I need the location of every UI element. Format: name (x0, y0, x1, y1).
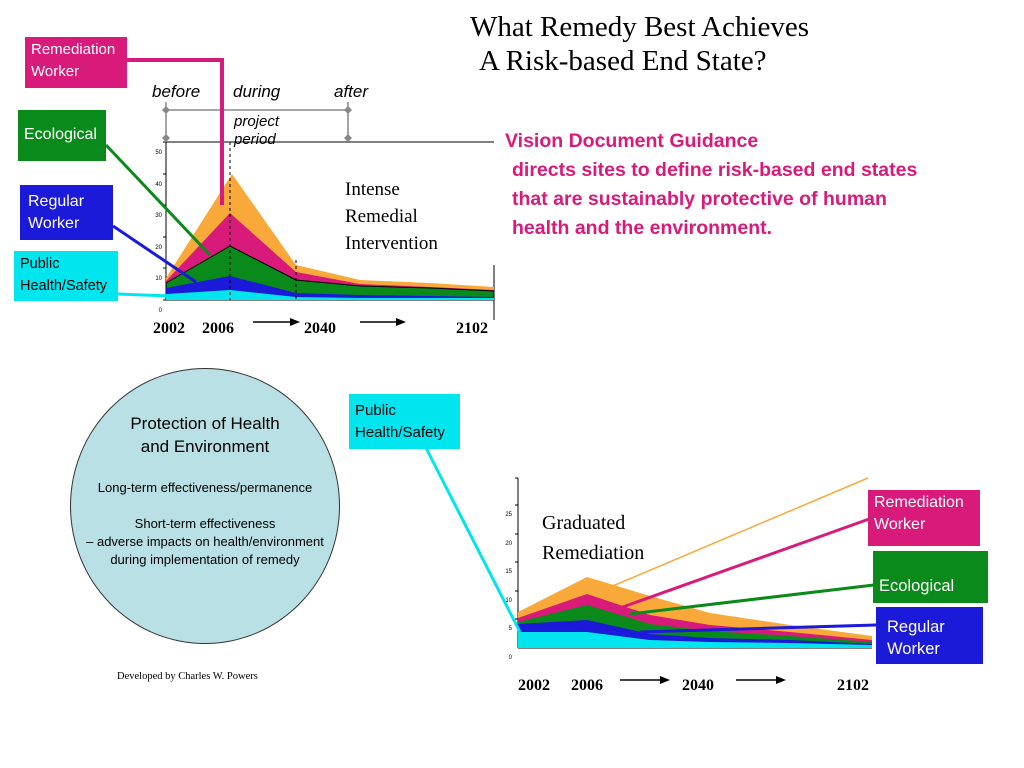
legend-ecological-top: Ecological (18, 110, 106, 161)
top-y-tick-labels: 50 40 30 20 10 0 (150, 138, 162, 328)
circle-item2-line3: during implementation of remedy (110, 552, 300, 567)
top-year-2002: 2002 (153, 320, 185, 337)
circle-item2-line2: – adverse impacts on health/environment (86, 534, 324, 549)
bottom-year-2006: 2006 (571, 677, 603, 694)
slide-title: What Remedy Best Achieves A Risk-based E… (470, 10, 809, 78)
legend-ecological-b-label: Ecological (879, 577, 955, 595)
y-tick: 25 (505, 512, 512, 518)
vision-line-2: directs sites to define risk-based end s… (512, 159, 918, 181)
top-leader-remediation (127, 58, 224, 205)
legend-public-line1: Public (20, 256, 60, 272)
bottom-leader-remediation (619, 516, 873, 610)
y-tick: 10 (155, 276, 162, 283)
top-year-2006: 2006 (202, 320, 234, 337)
y-tick: 50 (155, 150, 162, 156)
bottom-year-2002: 2002 (518, 677, 550, 694)
top-leader-ecological (104, 143, 212, 257)
protection-circle (70, 368, 340, 644)
bottom-leader-public (423, 445, 522, 633)
y-tick: 15 (505, 569, 512, 576)
y-tick: 0 (158, 307, 162, 314)
bottom-chart (423, 445, 877, 684)
legend-public-line2: Health/Safety (20, 278, 108, 294)
top-year-2102: 2102 (456, 320, 488, 337)
y-tick: 30 (155, 213, 162, 220)
bottom-leader-orange (607, 477, 869, 589)
bottom-y-tick-labels: 25 20 15 10 5 0 (500, 501, 512, 673)
y-tick: 20 (505, 540, 512, 547)
y-tick: 40 (155, 181, 162, 188)
circle-item2-line1: Short-term effectiveness (134, 516, 276, 531)
legend-regular-line1: Regular (28, 193, 85, 210)
legend-remediation-line2: Worker (31, 63, 80, 80)
top-leader-public (117, 292, 171, 298)
y-tick: 20 (155, 244, 162, 251)
annotation-graduated-remediation: Graduated Remediation (542, 508, 644, 568)
graduated-line2: Remediation (542, 542, 645, 564)
circle-item-short-term: Short-term effectiveness – adverse impac… (64, 515, 346, 569)
credit-text: Developed by Charles W. Powers (117, 671, 258, 682)
phase-during: during (233, 82, 281, 101)
legend-public-b-line1: Public (355, 402, 396, 419)
bottom-year-2102: 2102 (837, 677, 869, 694)
annotation-line1: Intense (345, 179, 400, 200)
legend-remediation-worker-top: Remediation Worker (25, 37, 127, 88)
bottom-year-2040: 2040 (682, 677, 714, 694)
bottom-area-public (518, 632, 872, 648)
title-line-1: What Remedy Best Achieves (470, 11, 810, 43)
circle-item-long-term: Long-term effectiveness/permanence (97, 480, 313, 495)
top-area-public (166, 290, 494, 300)
legend-regular-worker-bottom: Regular Worker (876, 607, 983, 664)
project-line1: project (234, 113, 280, 130)
legend-public-b-line2: Health/Safety (355, 424, 446, 441)
annotation-line2: Remedial (345, 206, 418, 227)
top-year-2040: 2040 (304, 320, 336, 337)
phase-before: before (152, 82, 201, 101)
phase-project-period: project period (234, 113, 279, 149)
annotation-intense-remedial: Intense Remedial Intervention (345, 176, 438, 257)
top-chart (104, 58, 495, 326)
vision-line-1: Vision Document Guidance (505, 130, 759, 152)
bottom-leader-regular (639, 623, 877, 634)
vision-line-3: that are sustainably protective of human (512, 188, 887, 210)
project-line2: period (234, 131, 276, 148)
top-leader-regular (112, 224, 197, 284)
annotation-line3: Intervention (345, 233, 438, 254)
y-tick: 0 (508, 654, 512, 661)
legend-ecological-label: Ecological (24, 126, 97, 143)
circle-heading: Protection of Health and Environment (70, 412, 340, 458)
y-tick: 5 (508, 626, 512, 633)
vision-line-4: health and the environment. (512, 217, 773, 239)
legend-remediation-worker-bottom: Remediation Worker (868, 490, 980, 546)
title-line-2: A Risk-based End State? (479, 45, 767, 77)
legend-remediation-b-line2: Worker (874, 516, 926, 533)
legend-remediation-line1: Remediation (31, 41, 116, 58)
graduated-line1: Graduated (542, 512, 626, 534)
legend-remediation-b-line1: Remediation (874, 494, 964, 511)
vision-guidance-text: Vision Document Guidance directs sites t… (505, 127, 917, 243)
bottom-leader-ecological (629, 583, 875, 616)
legend-regular-worker-top: Regular Worker (20, 185, 113, 240)
legend-public-health-bottom: Public Health/Safety (349, 394, 460, 449)
legend-regular-line2: Worker (28, 215, 80, 232)
circle-heading-line2: and Environment (140, 437, 270, 456)
legend-public-health-top: Public Health/Safety (14, 251, 118, 301)
legend-ecological-bottom: Ecological (873, 551, 988, 603)
y-tick: 10 (505, 597, 512, 604)
legend-regular-b-line2: Worker (887, 640, 940, 658)
legend-regular-b-line1: Regular (887, 618, 945, 636)
phase-after: after (334, 82, 369, 101)
circle-heading-line1: Protection of Health (130, 414, 280, 433)
